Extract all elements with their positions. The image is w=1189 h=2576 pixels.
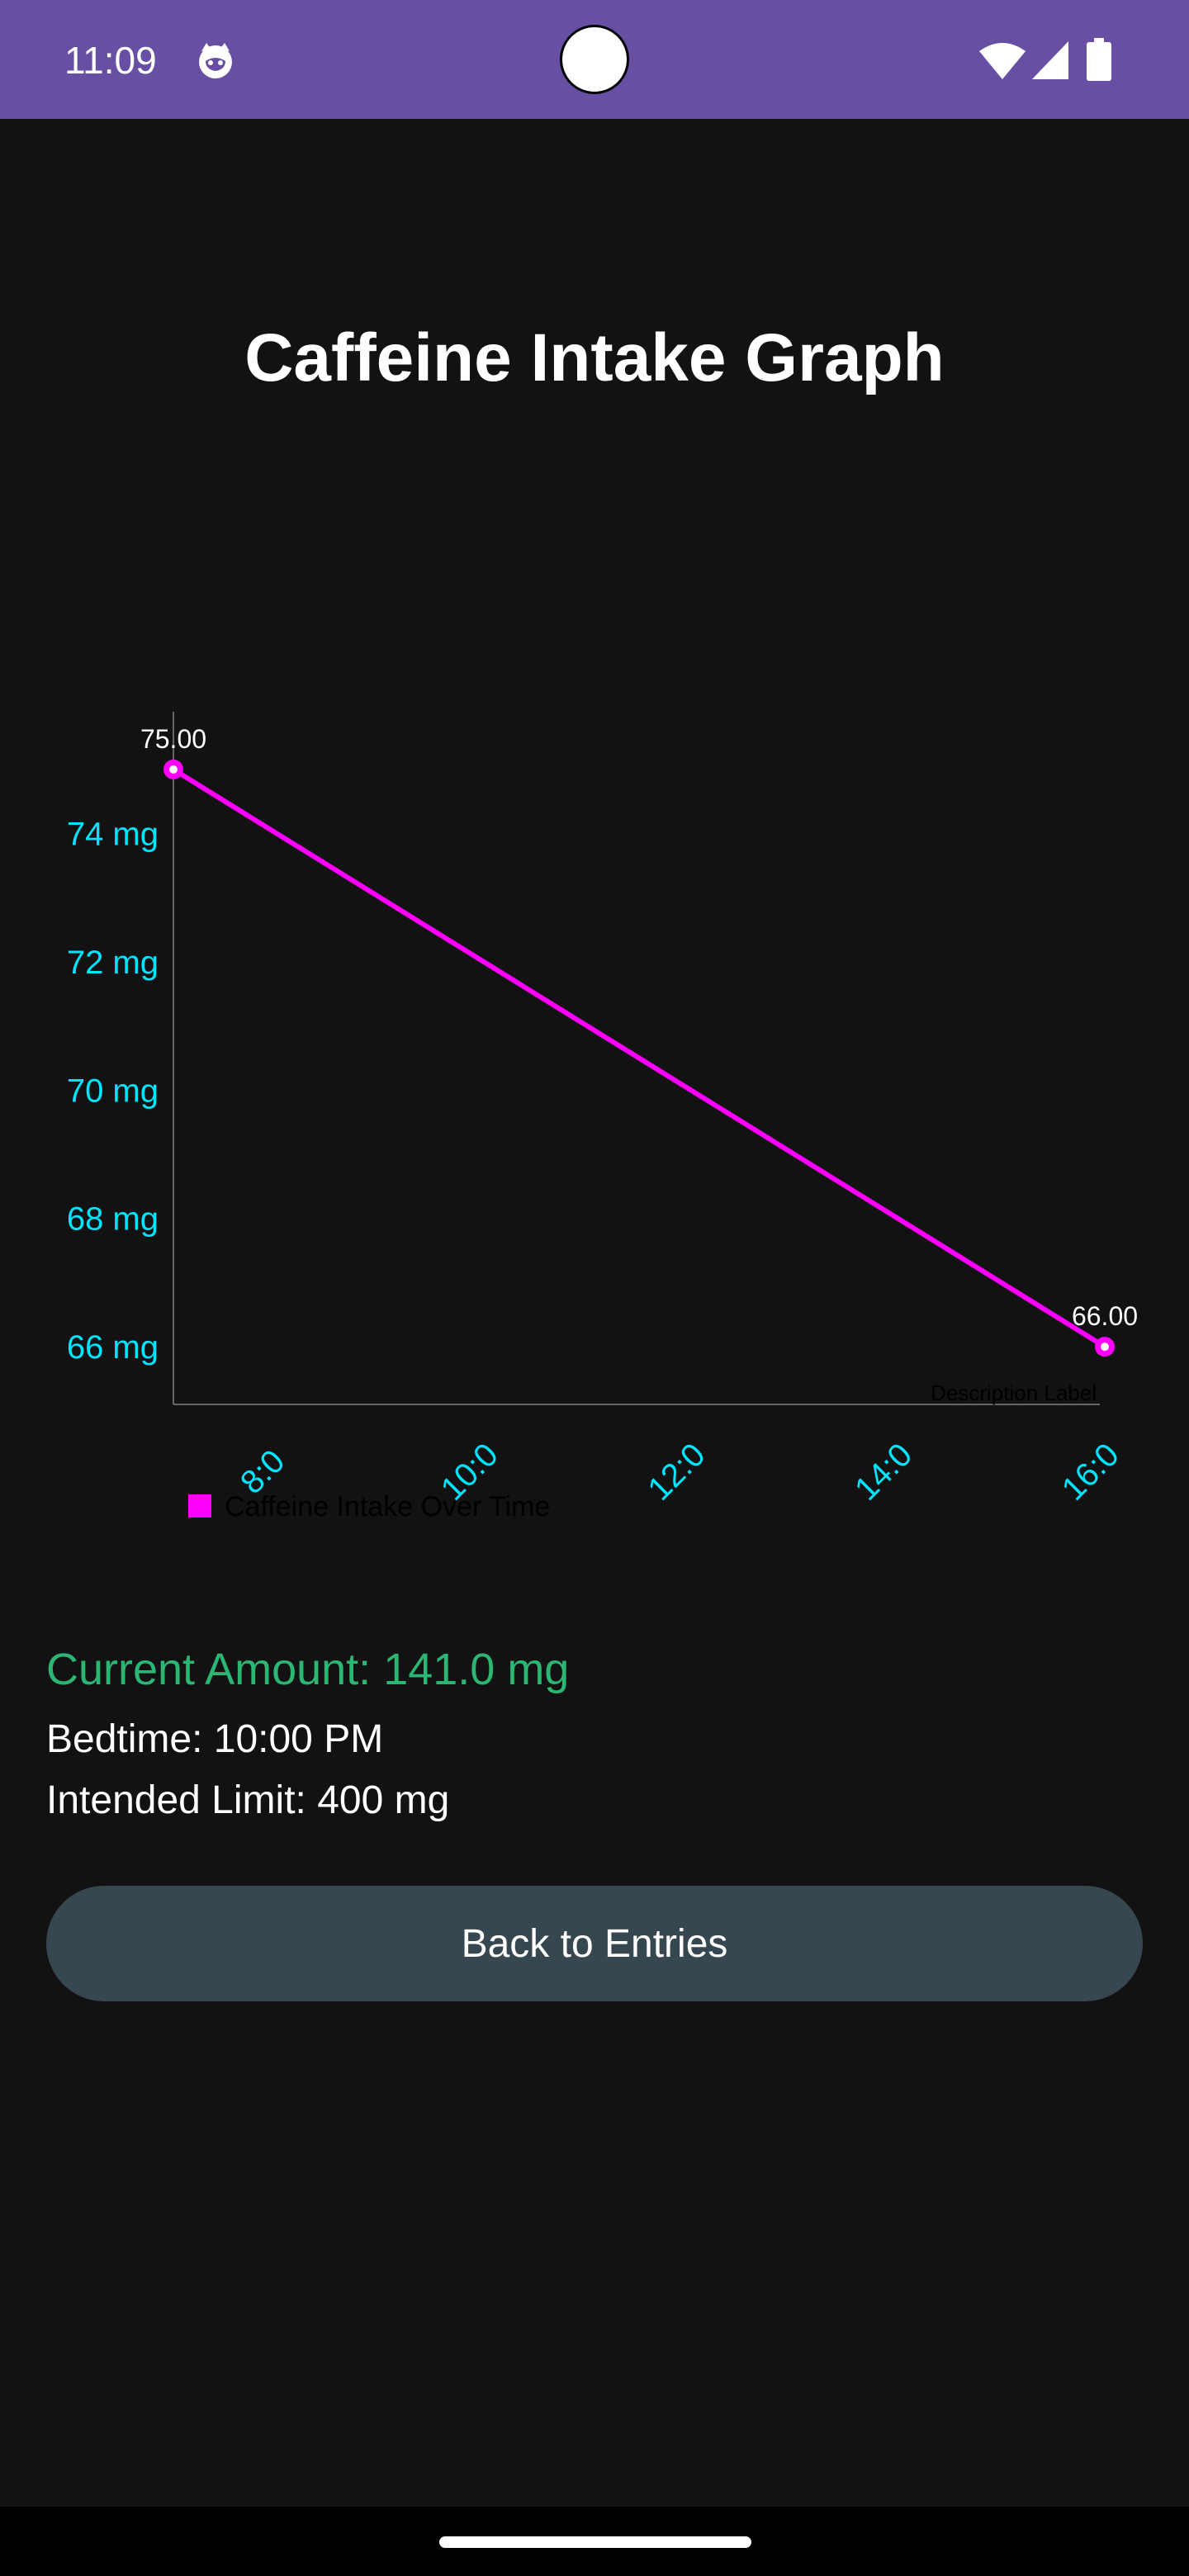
y-tick-label: 70 mg xyxy=(67,1073,159,1109)
data-points: 75.00 66.00 xyxy=(140,724,1138,1357)
page-title: Caffeine Intake Graph xyxy=(244,320,945,395)
legend-swatch xyxy=(188,1494,211,1518)
status-time: 11:09 xyxy=(64,39,157,82)
y-tick-labels: 66 mg 68 mg 70 mg 72 mg 74 mg xyxy=(67,817,159,1366)
home-gesture-handle[interactable] xyxy=(439,2536,751,2548)
legend-label: Caffeine Intake Over Time xyxy=(225,1491,550,1522)
series-line xyxy=(172,767,1106,1349)
intended-limit-text: Intended Limit: 400 mg xyxy=(46,1778,450,1822)
camera-cutout xyxy=(560,25,629,94)
back-to-entries-button[interactable]: Back to Entries xyxy=(46,1886,1143,2001)
data-point-hole xyxy=(169,765,178,774)
y-tick-label: 72 mg xyxy=(67,945,159,981)
bedtime-text: Bedtime: 10:00 PM xyxy=(46,1717,384,1761)
y-tick-label: 74 mg xyxy=(67,817,159,853)
x-tick-label: 16:0 xyxy=(1055,1437,1126,1508)
wifi-icon xyxy=(979,43,1026,79)
y-tick-label: 68 mg xyxy=(67,1201,159,1238)
cat-icon xyxy=(199,43,232,78)
y-tick-label: 66 mg xyxy=(67,1329,159,1366)
chart-description: Description Label xyxy=(931,1380,1097,1405)
data-point-label: 75.00 xyxy=(140,724,206,754)
x-tick-label: 14:0 xyxy=(848,1437,919,1508)
battery-icon xyxy=(1087,38,1111,81)
signal-icon xyxy=(1032,41,1068,79)
data-point-hole xyxy=(1101,1342,1109,1352)
status-bar: 11:09 xyxy=(0,0,1189,119)
current-amount: Current Amount: 141.0 mg xyxy=(46,1645,570,1694)
data-point-label: 66.00 xyxy=(1072,1301,1138,1331)
x-tick-label: 12:0 xyxy=(641,1437,712,1508)
